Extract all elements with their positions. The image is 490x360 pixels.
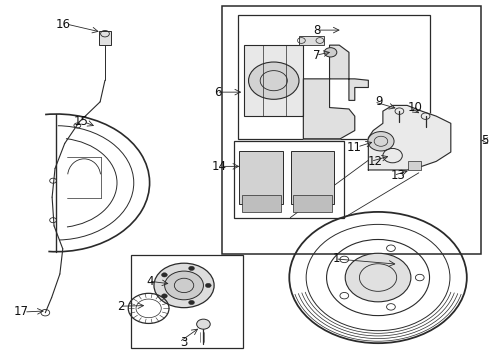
Bar [291,151,334,204]
Bar [98,31,111,45]
Polygon shape [303,45,368,139]
Circle shape [196,319,210,329]
Text: 7: 7 [313,49,321,62]
Circle shape [345,253,411,302]
Text: 2: 2 [117,300,124,313]
Text: 13: 13 [391,169,406,182]
Text: 10: 10 [408,101,423,114]
Text: 5: 5 [481,134,488,147]
Circle shape [248,62,299,99]
Bar [244,45,303,116]
Bar [242,195,281,212]
Text: 4: 4 [146,275,153,288]
Text: 16: 16 [56,18,71,31]
Text: 12: 12 [368,155,383,168]
Bar [238,15,430,139]
Bar [293,195,332,212]
Bar [239,151,283,204]
Bar [222,6,481,253]
Polygon shape [368,105,451,170]
Text: 11: 11 [347,140,362,153]
Bar [408,161,421,170]
Bar [234,140,344,218]
Text: 8: 8 [314,24,321,37]
Circle shape [189,300,195,305]
Circle shape [189,266,195,270]
Text: 15: 15 [74,116,89,129]
Text: 6: 6 [214,86,221,99]
Circle shape [165,271,203,300]
Text: 1: 1 [333,252,340,265]
Bar [299,36,324,45]
Circle shape [162,294,167,298]
Text: 9: 9 [375,95,383,108]
Circle shape [368,132,394,151]
Circle shape [205,283,211,288]
Circle shape [324,48,337,57]
Circle shape [162,273,167,277]
Text: 3: 3 [180,336,188,348]
Bar [131,255,243,348]
Circle shape [154,263,214,308]
Text: 14: 14 [211,160,226,173]
Text: 17: 17 [14,306,29,319]
